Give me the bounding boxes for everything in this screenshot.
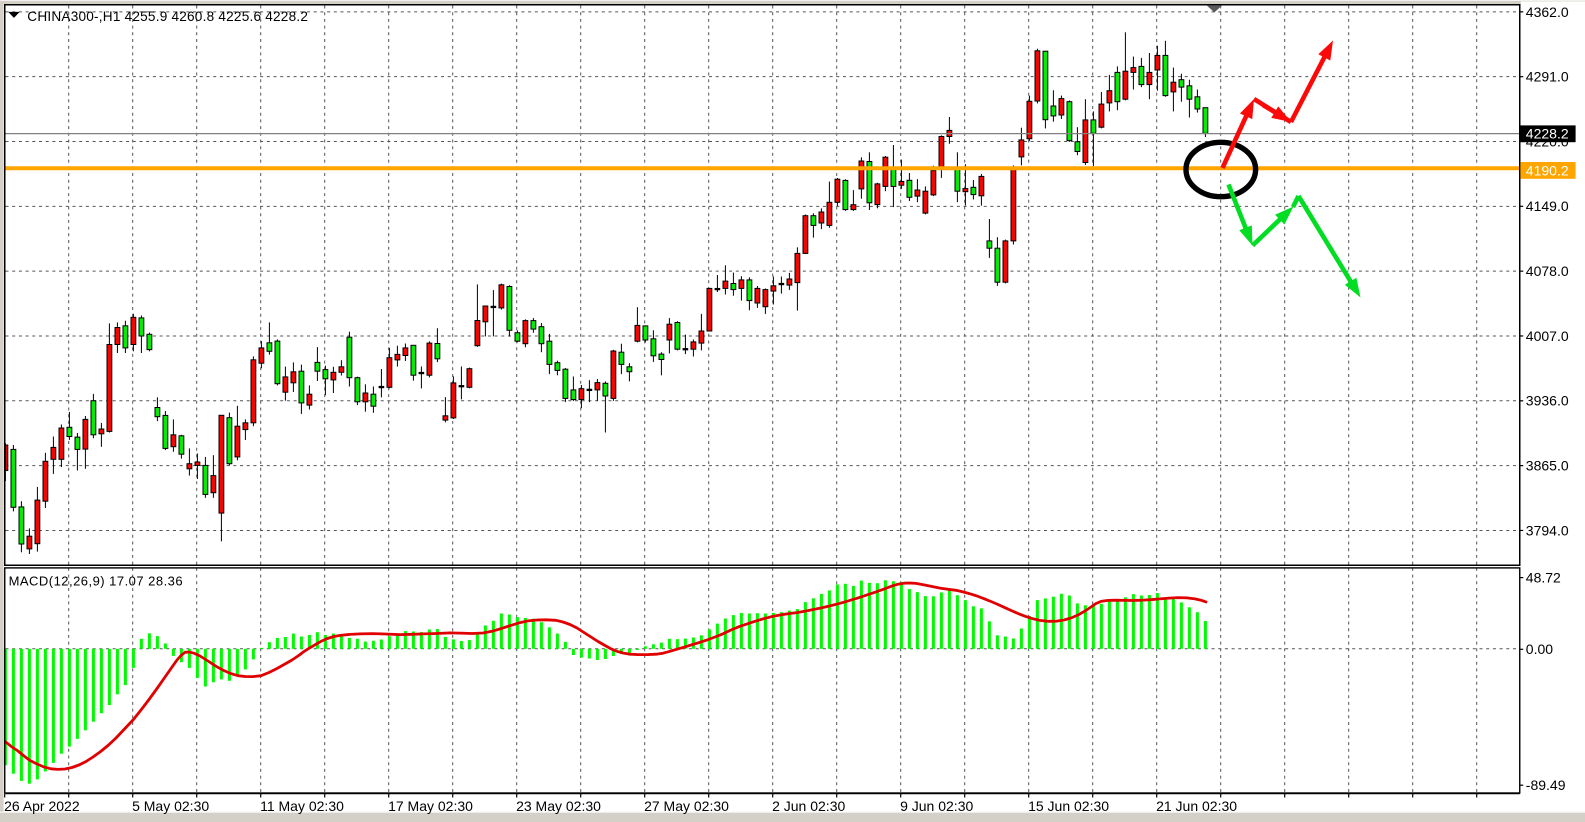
svg-text:4190.2: 4190.2: [1526, 162, 1569, 178]
svg-text:4362.0: 4362.0: [1526, 4, 1569, 20]
svg-text:4228.2: 4228.2: [1526, 126, 1569, 142]
svg-text:3936.0: 3936.0: [1526, 393, 1569, 409]
svg-text:3865.0: 3865.0: [1526, 458, 1569, 474]
svg-text:9 Jun 02:30: 9 Jun 02:30: [900, 798, 973, 814]
svg-text:27 May 02:30: 27 May 02:30: [644, 798, 729, 814]
svg-text:15 Jun 02:30: 15 Jun 02:30: [1028, 798, 1109, 814]
svg-text:23 May 02:30: 23 May 02:30: [516, 798, 601, 814]
svg-text:MACD(12,26,9) 17.07 28.36: MACD(12,26,9) 17.07 28.36: [9, 574, 183, 589]
svg-text:3794.0: 3794.0: [1526, 522, 1569, 538]
svg-text:4149.0: 4149.0: [1526, 198, 1569, 214]
svg-text:11 May 02:30: 11 May 02:30: [260, 798, 344, 814]
svg-text:26 Apr 2022: 26 Apr 2022: [4, 798, 80, 814]
svg-text:-89.49: -89.49: [1526, 777, 1566, 793]
svg-text:4078.0: 4078.0: [1526, 263, 1569, 279]
svg-text:CHINA300-,H1 4255.9 4260.8 42: CHINA300-,H1 4255.9 4260.8 4225.6 4228.2: [27, 9, 308, 24]
svg-text:2 Jun 02:30: 2 Jun 02:30: [772, 798, 845, 814]
svg-text:48.72: 48.72: [1526, 570, 1561, 586]
svg-text:21 Jun 02:30: 21 Jun 02:30: [1156, 798, 1237, 814]
svg-text:5 May 02:30: 5 May 02:30: [132, 798, 209, 814]
svg-text:4007.0: 4007.0: [1526, 328, 1569, 344]
svg-text:17 May 02:30: 17 May 02:30: [388, 798, 473, 814]
svg-text:4291.0: 4291.0: [1526, 69, 1569, 85]
svg-text:0.00: 0.00: [1526, 641, 1553, 657]
